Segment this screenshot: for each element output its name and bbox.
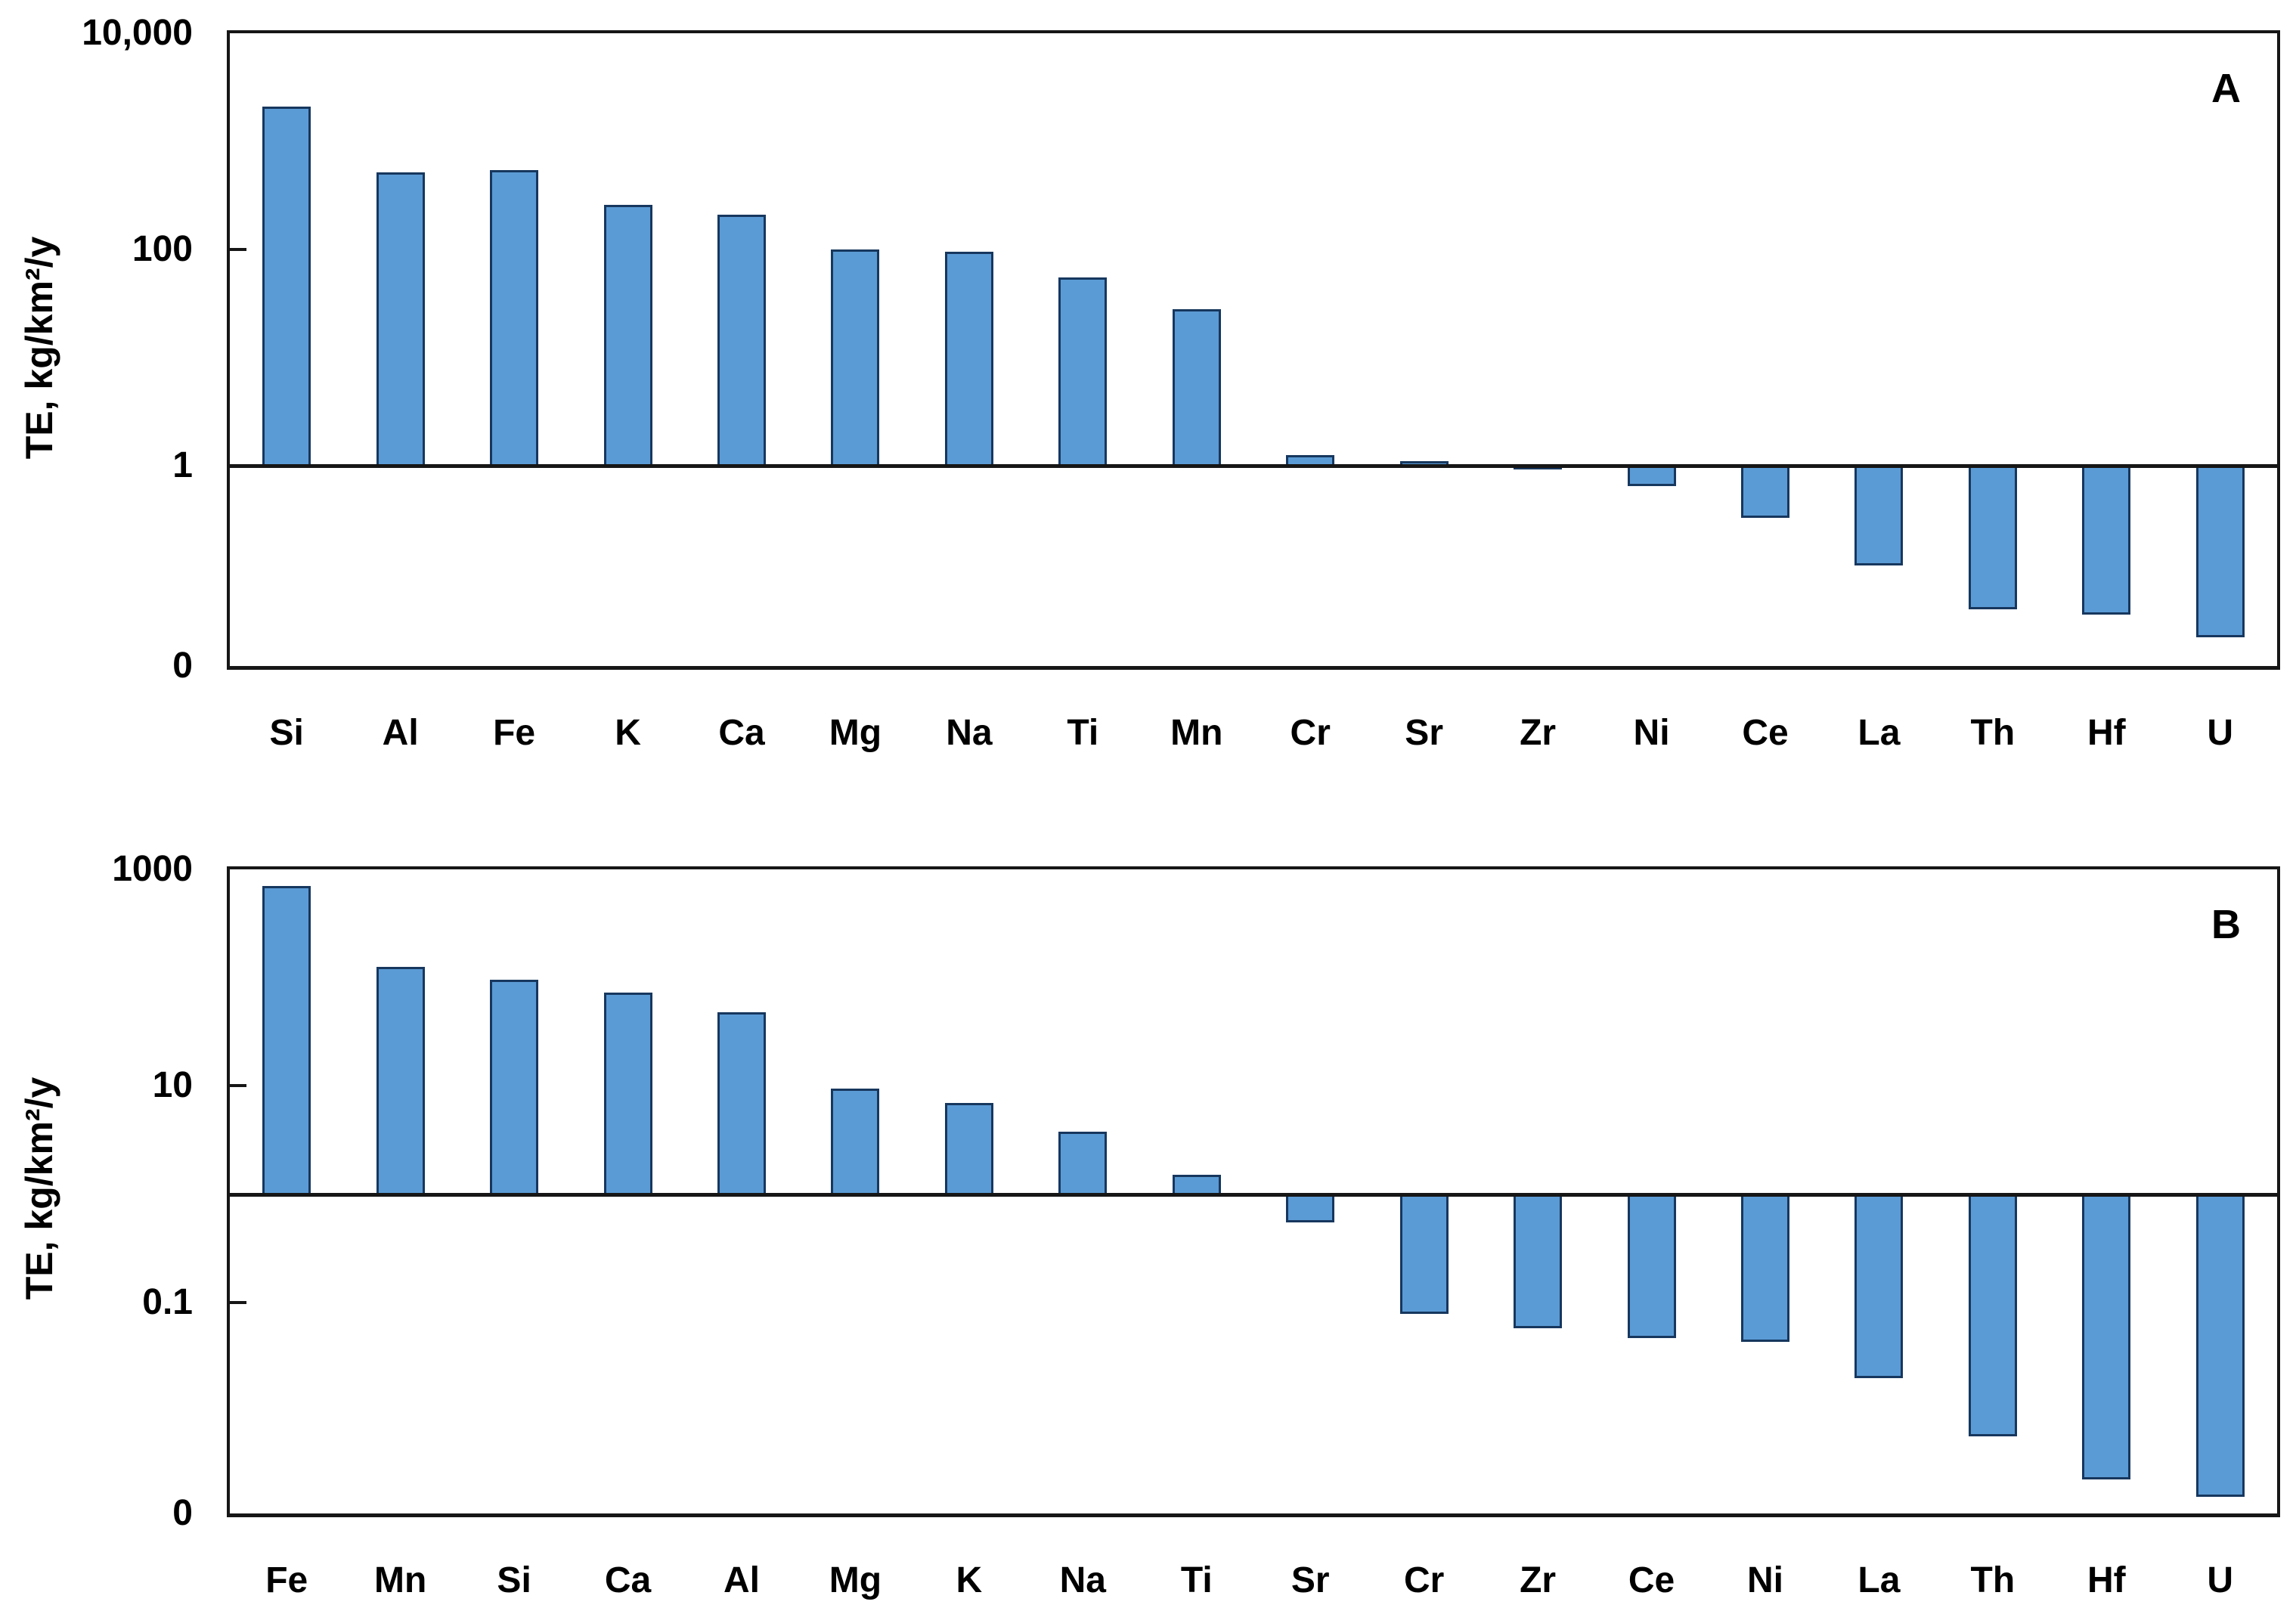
x-label-la: La — [1858, 713, 1901, 753]
bar-th — [1968, 466, 2017, 610]
y-tick-mark — [230, 1084, 246, 1088]
bar-la — [1854, 1194, 1904, 1378]
x-label-ce: Ce — [1628, 1560, 1675, 1600]
x-label-ca: Ca — [718, 713, 765, 753]
bar-mn — [376, 967, 425, 1197]
x-label-ce: Ce — [1742, 713, 1789, 753]
y-tick-label: 100 — [132, 229, 193, 270]
bar-si — [262, 106, 311, 469]
panel-letter-b: B — [2211, 902, 2241, 947]
x-label-ca: Ca — [604, 1560, 652, 1600]
bar-ce — [1741, 466, 1789, 519]
bar-ti — [1058, 277, 1108, 469]
x-label-fe: Fe — [265, 1560, 308, 1600]
bar-ca — [603, 992, 652, 1197]
bar-mg — [831, 1088, 880, 1197]
bar-th — [1968, 1194, 2017, 1436]
y-tick-label: 10 — [152, 1065, 193, 1106]
bar-mn — [1172, 309, 1221, 469]
x-label-th: Th — [1970, 1560, 2016, 1600]
bar-na — [1058, 1131, 1108, 1197]
x-label-si: Si — [269, 713, 304, 753]
bar-u — [2195, 1194, 2245, 1497]
x-label-ti: Ti — [1067, 713, 1099, 753]
x-label-cr: Cr — [1290, 713, 1331, 753]
x-label-fe: Fe — [493, 713, 536, 753]
x-label-zr: Zr — [1520, 713, 1557, 753]
bar-al — [717, 1011, 766, 1197]
x-label-mg: Mg — [829, 713, 882, 753]
x-label-zr: Zr — [1520, 1560, 1557, 1600]
bar-k — [603, 204, 652, 469]
x-label-hf: Hf — [2087, 1560, 2126, 1600]
bar-al — [376, 172, 425, 469]
bar-zr — [1514, 1194, 1563, 1328]
panel-letter-a: A — [2211, 66, 2241, 111]
x-label-mn: Mn — [374, 1560, 427, 1600]
x-label-u: U — [2207, 713, 2234, 753]
bar-k — [944, 1102, 993, 1197]
plot-area-a: A — [227, 30, 2280, 670]
bar-na — [944, 252, 993, 469]
bar-sr — [1286, 1194, 1335, 1222]
x-label-hf: Hf — [2087, 713, 2126, 753]
y-tick-label: 1 — [172, 445, 193, 486]
x-label-na: Na — [1059, 1560, 1106, 1600]
x-label-sr: Sr — [1405, 713, 1443, 753]
x-label-na: Na — [946, 713, 993, 753]
x-label-cr: Cr — [1403, 1560, 1445, 1600]
x-label-al: Al — [724, 1560, 760, 1600]
x-label-ni: Ni — [1747, 1560, 1783, 1600]
y-tick-label: 0 — [172, 646, 193, 686]
bar-hf — [2082, 466, 2131, 615]
y-tick-mark — [230, 464, 246, 468]
bar-ca — [717, 215, 766, 469]
y-tick-label: 1000 — [112, 849, 193, 889]
x-label-sr: Sr — [1291, 1560, 1330, 1600]
bar-ni — [1741, 1194, 1789, 1343]
bar-ni — [1627, 466, 1676, 487]
bar-mg — [831, 249, 880, 469]
bar-cr — [1399, 1194, 1449, 1315]
bar-ce — [1627, 1194, 1676, 1338]
x-label-la: La — [1858, 1560, 1901, 1600]
x-label-ni: Ni — [1633, 713, 1670, 753]
y-tick-label: 10,000 — [82, 13, 193, 53]
y-tick-label: 0.1 — [142, 1281, 193, 1322]
x-label-th: Th — [1970, 713, 2016, 753]
bar-fe — [262, 886, 311, 1197]
bar-si — [490, 980, 539, 1197]
x-label-mg: Mg — [829, 1560, 882, 1600]
x-label-al: Al — [382, 713, 419, 753]
x-label-k: K — [956, 1560, 983, 1600]
y-tick-mark — [230, 1300, 246, 1304]
x-label-k: K — [615, 713, 641, 753]
x-label-ti: Ti — [1180, 1560, 1213, 1600]
bar-hf — [2082, 1194, 2131, 1480]
bar-la — [1854, 466, 1904, 566]
y-tick-label: 0 — [172, 1493, 193, 1533]
bar-fe — [490, 170, 539, 469]
baseline-unity — [230, 1192, 2277, 1197]
x-label-si: Si — [497, 1560, 531, 1600]
x-label-mn: Mn — [1170, 713, 1223, 753]
bar-u — [2195, 466, 2245, 638]
x-label-u: U — [2207, 1560, 2234, 1600]
y-tick-mark — [230, 248, 246, 252]
plot-area-b: B — [227, 866, 2280, 1517]
baseline-unity — [230, 464, 2277, 469]
